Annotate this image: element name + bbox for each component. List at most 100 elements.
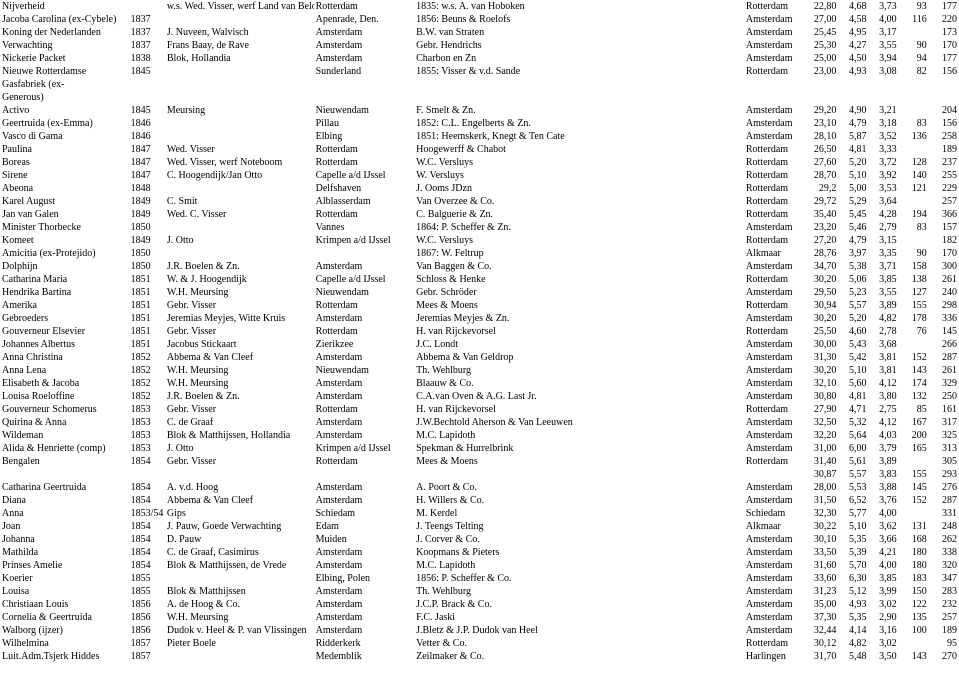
cell: Harlingen: [744, 650, 804, 663]
cell: 1851: Heemskerk, Knegt & Ten Cate: [414, 130, 744, 143]
cell: 30,80: [804, 390, 838, 403]
cell: 27,90: [804, 403, 838, 416]
cell: J.R. Boelen & Zn.: [165, 260, 314, 273]
table-row: Quirina & Anna1853C. de GraafAmsterdamJ.…: [0, 416, 959, 429]
cell: 90: [899, 247, 929, 260]
cell: Amsterdam: [744, 494, 804, 507]
cell: Medemblik: [314, 650, 415, 663]
cell: 1852: [129, 351, 165, 364]
cell: Rotterdam: [314, 208, 415, 221]
cell: [165, 13, 314, 26]
cell: 261: [929, 273, 959, 286]
cell: 5,77: [838, 507, 868, 520]
cell: Jacoba Carolina (ex-Cybele): [0, 13, 129, 26]
cell: Amsterdam: [744, 442, 804, 455]
cell: 5,46: [838, 221, 868, 234]
cell: 2,90: [868, 611, 898, 624]
cell: Rotterdam: [314, 143, 415, 156]
cell: 266: [929, 338, 959, 351]
cell: [165, 468, 314, 481]
cell: 1853: [129, 416, 165, 429]
cell: Alblasserdam: [314, 195, 415, 208]
cell: 2,79: [868, 221, 898, 234]
cell: 3,85: [868, 572, 898, 585]
cell: 5,60: [838, 377, 868, 390]
cell: 28,00: [804, 481, 838, 494]
cell: 3,81: [868, 364, 898, 377]
cell: [129, 468, 165, 481]
cell: 5,42: [838, 351, 868, 364]
cell: 3,21: [868, 104, 898, 117]
cell: Rotterdam: [314, 455, 415, 468]
cell: Amsterdam: [314, 351, 415, 364]
cell: Schloss & Henke: [414, 273, 744, 286]
cell: 4,14: [838, 624, 868, 637]
table-row: Prinses Amelie1854Blok & Matthijssen, de…: [0, 559, 959, 572]
cell: 5,43: [838, 338, 868, 351]
cell: 167: [899, 416, 929, 429]
cell: Rotterdam: [744, 169, 804, 182]
cell: 1846: [129, 117, 165, 130]
cell: Louisa Roeloffine: [0, 390, 129, 403]
cell: 3,16: [868, 624, 898, 637]
cell: 1846: [129, 130, 165, 143]
cell: [899, 507, 929, 520]
cell: 116: [899, 13, 929, 26]
cell: Blok & Matthijssen, de Vrede: [165, 559, 314, 572]
cell: Charbon en Zn: [414, 52, 744, 65]
table-row: Diana1854Abbema & Van CleefAmsterdamH. W…: [0, 494, 959, 507]
cell: 1852: [129, 377, 165, 390]
cell: Jeremias Meyjes & Zn.: [414, 312, 744, 325]
cell: 4,58: [838, 13, 868, 26]
cell: 27,00: [804, 13, 838, 26]
cell: 145: [899, 481, 929, 494]
cell: 1857: [129, 637, 165, 650]
cell: Gebr. Hendrichs: [414, 39, 744, 52]
cell: 5,23: [838, 286, 868, 299]
cell: 189: [929, 624, 959, 637]
cell: 3,55: [868, 286, 898, 299]
cell: W.H. Meursing: [165, 611, 314, 624]
cell: Amsterdam: [744, 26, 804, 39]
table-row: Gebroeders1851Jeremias Meyjes, Witte Kru…: [0, 312, 959, 325]
cell: Schiedam: [314, 507, 415, 520]
cell: 93: [899, 0, 929, 13]
cell: 1857: [129, 650, 165, 663]
cell: Boreas: [0, 156, 129, 169]
cell: 177: [929, 0, 959, 13]
cell: 94: [899, 52, 929, 65]
cell: Th. Wehlburg: [414, 585, 744, 598]
cell: 220: [929, 13, 959, 26]
cell: 3,92: [868, 169, 898, 182]
cell: Amsterdam: [744, 338, 804, 351]
cell: 4,82: [868, 312, 898, 325]
cell: 30,94: [804, 299, 838, 312]
table-row: Koning der Nederlanden1837J. Nuveen, Wal…: [0, 26, 959, 39]
cell: Rotterdam: [314, 325, 415, 338]
cell: 1849: [129, 234, 165, 247]
cell: Spekman & Hurrelbrink: [414, 442, 744, 455]
cell: J. Teengs Telting: [414, 520, 744, 533]
cell: 27,60: [804, 156, 838, 169]
cell: 31,30: [804, 351, 838, 364]
cell: 250: [929, 390, 959, 403]
cell: Elbing, Polen: [314, 572, 415, 585]
table-row: Alida & Henriette (comp)1853J. OttoKrimp…: [0, 442, 959, 455]
cell: 3,79: [868, 442, 898, 455]
cell: 4,81: [838, 390, 868, 403]
cell: Muiden: [314, 533, 415, 546]
cell: 182: [929, 234, 959, 247]
cell: 4,12: [868, 377, 898, 390]
cell: 4,00: [868, 13, 898, 26]
cell: W.C. Versluys: [414, 234, 744, 247]
cell: 3,97: [838, 247, 868, 260]
cell: 1852: [129, 364, 165, 377]
cell: 5,87: [838, 130, 868, 143]
cell: [744, 468, 804, 481]
cell: 3,08: [868, 65, 898, 104]
cell: 331: [929, 507, 959, 520]
cell: 33,50: [804, 546, 838, 559]
cell: Amsterdam: [314, 390, 415, 403]
cell: 132: [899, 390, 929, 403]
cell: Amsterdam: [314, 260, 415, 273]
